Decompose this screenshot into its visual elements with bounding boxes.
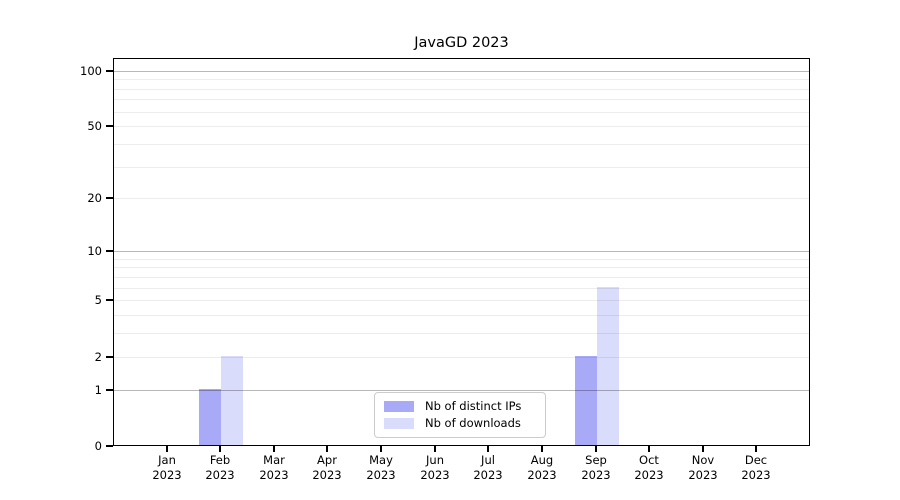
gridline-major	[114, 390, 809, 391]
x-axis-tick-mark	[702, 446, 704, 452]
x-axis-tick-label: Apr 2023	[312, 453, 342, 482]
plot-area: Nb of distinct IPs Nb of downloads	[113, 58, 810, 446]
gridline-minor	[114, 89, 809, 90]
gridline-minor	[114, 198, 809, 199]
x-axis-tick-label: Sep 2023	[581, 453, 611, 482]
x-axis-tick-label: Feb 2023	[205, 453, 235, 482]
y-axis-tick-mark	[106, 125, 113, 127]
gridline-minor	[114, 144, 809, 145]
x-axis-tick-mark	[648, 446, 650, 452]
gridline-minor	[114, 357, 809, 358]
y-axis-tick-mark	[106, 250, 113, 252]
legend-item-distinct-ips: Nb of distinct IPs	[384, 399, 536, 414]
chart-title: JavaGD 2023	[414, 35, 509, 51]
y-axis-tick-mark	[106, 70, 113, 72]
x-axis-tick-mark	[273, 446, 275, 452]
y-axis-tick-mark	[106, 197, 113, 199]
gridline-minor	[114, 277, 809, 278]
x-axis-tick-label: Aug 2023	[527, 453, 557, 482]
gridline-major	[114, 251, 809, 252]
y-axis-tick-label: 20	[87, 191, 102, 205]
x-axis-tick-mark	[595, 446, 597, 452]
legend-swatch-distinct-ips-icon	[384, 401, 414, 412]
x-axis-tick-label: Nov 2023	[688, 453, 718, 482]
y-axis-tick-label: 0	[94, 439, 102, 453]
y-axis-tick-mark	[106, 299, 113, 301]
gridline-minor	[114, 333, 809, 334]
x-axis-tick-label: Mar 2023	[259, 453, 289, 482]
legend-swatch-downloads-icon	[384, 418, 414, 429]
y-axis-tick-label: 1	[94, 383, 102, 397]
x-axis-tick-label: May 2023	[366, 453, 396, 482]
gridline-minor	[114, 288, 809, 289]
y-axis-tick-label: 2	[94, 350, 102, 364]
x-axis-tick-mark	[434, 446, 436, 452]
gridline-minor	[114, 300, 809, 301]
y-axis-tick-mark	[106, 389, 113, 391]
x-axis-tick-mark	[219, 446, 221, 452]
y-axis-tick-mark	[106, 445, 113, 447]
x-axis-tick-mark	[326, 446, 328, 452]
x-axis-tick-mark	[487, 446, 489, 452]
gridline-minor	[114, 267, 809, 268]
x-axis-tick-mark	[755, 446, 757, 452]
gridline-minor	[114, 315, 809, 316]
y-axis-tick-label: 50	[87, 119, 102, 133]
legend-label-downloads: Nb of downloads	[425, 416, 521, 430]
y-axis-tick-label: 100	[80, 64, 102, 78]
gridline-minor	[114, 126, 809, 127]
gridline-minor	[114, 167, 809, 168]
bar-downloads	[597, 287, 619, 445]
gridline-major	[114, 71, 809, 72]
gridline-minor	[114, 112, 809, 113]
legend-label-distinct-ips: Nb of distinct IPs	[425, 399, 522, 413]
x-axis-tick-label: Jan 2023	[152, 453, 182, 482]
x-axis-tick-mark	[166, 446, 168, 452]
y-axis-tick-mark	[106, 356, 113, 358]
x-axis-tick-label: Dec 2023	[741, 453, 771, 482]
y-axis-tick-label: 10	[87, 244, 102, 258]
gridline-minor	[114, 99, 809, 100]
bar-downloads	[221, 356, 243, 445]
y-axis-tick-label: 5	[94, 293, 102, 307]
x-axis-tick-label: Jul 2023	[473, 453, 503, 482]
bar-distinct-ips	[575, 356, 597, 445]
gridline-minor	[114, 259, 809, 260]
gridline-minor	[114, 79, 809, 80]
x-axis-tick-label: Jun 2023	[420, 453, 450, 482]
x-axis-tick-mark	[380, 446, 382, 452]
legend: Nb of distinct IPs Nb of downloads	[374, 392, 546, 438]
bar-distinct-ips	[199, 389, 221, 445]
x-axis-tick-mark	[541, 446, 543, 452]
x-axis-tick-label: Oct 2023	[634, 453, 664, 482]
legend-item-downloads: Nb of downloads	[384, 416, 536, 431]
